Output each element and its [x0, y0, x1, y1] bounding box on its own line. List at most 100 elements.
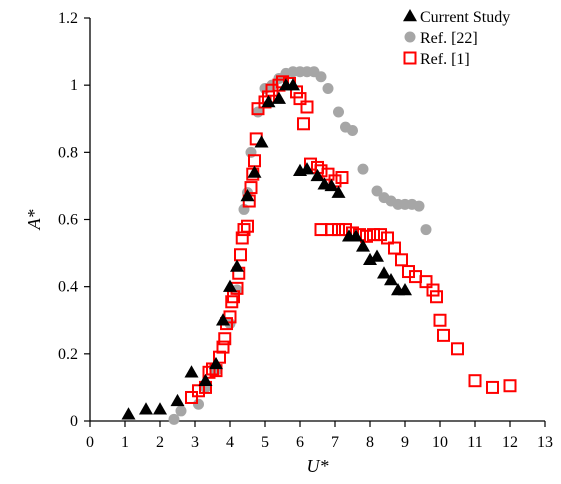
data-point-triangle [223, 279, 237, 292]
x-tick-label: 13 [537, 434, 553, 451]
data-point-triangle [363, 252, 377, 266]
y-tick-label: 0.6 [58, 212, 78, 229]
data-point-square [244, 181, 258, 195]
data-point-circle [322, 83, 334, 95]
series-triangle [121, 78, 412, 420]
data-point-square [241, 219, 254, 233]
data-point-triangle [370, 249, 384, 262]
data-point-square [251, 102, 265, 116]
data-point-square [237, 223, 251, 237]
legend: Current Study Ref. [22] Ref. [1] [403, 9, 510, 68]
legend-marker-triangle [403, 9, 417, 22]
data-point-square [218, 332, 232, 346]
x-tick-label: 8 [366, 434, 374, 451]
data-point-triangle [184, 365, 199, 378]
data-point-triangle [272, 91, 286, 104]
data-point-triangle [139, 402, 153, 415]
data-point-triangle [310, 168, 325, 182]
data-point-square [192, 384, 205, 398]
x-tick-label: 2 [156, 434, 164, 451]
data-point-square [367, 228, 380, 242]
data-point-triangle [286, 78, 300, 91]
legend-item: Ref. [22] [404, 30, 478, 47]
legend-label: Ref. [1] [420, 51, 470, 68]
data-point-triangle [377, 266, 391, 279]
data-point-square [321, 167, 335, 181]
legend-marker-square [403, 51, 417, 65]
y-tick-label: 1.2 [58, 10, 78, 27]
x-ticks: 0 1 2 3 4 5 6 7 8 9 10 11 12 13 [86, 421, 553, 451]
data-point-triangle [230, 259, 244, 272]
x-tick-label: 10 [432, 434, 448, 451]
x-tick-label: 12 [502, 434, 518, 451]
data-point-square [335, 171, 349, 185]
data-point-triangle [153, 402, 167, 415]
data-point-square [325, 223, 338, 237]
x-tick-label: 4 [226, 434, 234, 451]
data-point-square [426, 283, 440, 297]
x-tick-label: 11 [467, 434, 482, 451]
y-tick-label: 0.4 [58, 279, 78, 296]
data-point-square [293, 92, 307, 106]
x-tick-label: 5 [261, 434, 269, 451]
data-point-circle [175, 405, 187, 417]
data-point-square [202, 365, 216, 379]
data-point-circle [371, 185, 383, 197]
data-point-triangle [331, 185, 346, 198]
y-tick-label: 0.2 [58, 346, 78, 363]
data-point-square [486, 380, 499, 394]
data-point-circle [333, 106, 344, 118]
y-tick-label: 1 [70, 77, 78, 94]
data-point-circle [420, 224, 432, 236]
data-point-square [374, 228, 387, 242]
y-ticks: 0 0.2 0.4 0.6 0.8 1 1.2 [58, 10, 90, 430]
data-point-square [503, 379, 517, 393]
data-point-square [381, 231, 394, 245]
data-point-square [185, 390, 198, 404]
x-tick-label: 3 [191, 434, 199, 451]
data-point-circle [168, 413, 180, 425]
y-tick-label: 0.8 [58, 144, 78, 161]
x-tick-label: 9 [401, 434, 409, 451]
data-point-square [451, 342, 464, 356]
legend-marker-circle [404, 31, 416, 43]
data-point-square [395, 253, 408, 267]
data-point-square [468, 374, 482, 388]
x-axis-title: U* [307, 456, 329, 476]
data-point-triangle [209, 356, 223, 370]
data-point-circle [357, 163, 369, 175]
data-point-square [297, 117, 310, 131]
data-point-square [430, 290, 443, 304]
data-point-triangle [324, 178, 339, 192]
data-point-triangle [240, 188, 255, 202]
x-tick-label: 6 [296, 434, 304, 451]
data-point-circle [347, 125, 358, 137]
legend-item: Current Study [403, 9, 510, 26]
data-point-square [314, 223, 328, 237]
data-point-square [216, 340, 230, 354]
x-tick-label: 0 [86, 434, 94, 451]
data-point-triangle [170, 393, 185, 407]
y-tick-label: 0 [70, 413, 78, 430]
data-point-square [234, 248, 247, 262]
legend-item: Ref. [1] [403, 51, 470, 68]
data-point-circle [315, 71, 327, 83]
data-point-triangle [121, 407, 136, 420]
data-point-square [332, 223, 345, 237]
data-point-triangle [349, 229, 363, 242]
data-point-square [360, 229, 373, 243]
x-tick-label: 1 [121, 434, 129, 451]
data-point-square [419, 275, 433, 289]
data-point-square [388, 241, 401, 255]
legend-label: Ref. [22] [420, 30, 478, 47]
y-axis-title: A* [24, 210, 44, 231]
data-point-circle [413, 200, 425, 212]
data-point-triangle [261, 94, 276, 108]
series-layer [121, 66, 517, 425]
data-point-square [339, 223, 352, 237]
data-point-triangle [254, 135, 269, 148]
data-point-square [300, 100, 314, 114]
data-point-triangle [384, 272, 398, 286]
data-point-triangle [216, 313, 230, 326]
